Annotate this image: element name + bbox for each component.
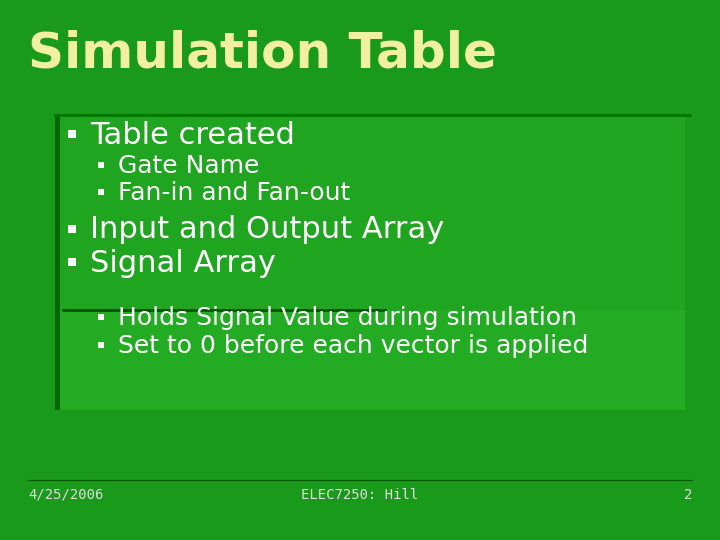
Text: Signal Array: Signal Array xyxy=(90,248,276,278)
Bar xyxy=(98,189,104,195)
Bar xyxy=(98,342,104,348)
Bar xyxy=(55,310,685,410)
Text: Simulation Table: Simulation Table xyxy=(28,30,497,78)
Bar xyxy=(55,115,60,410)
Bar xyxy=(98,162,104,168)
Bar xyxy=(98,314,104,320)
Bar xyxy=(68,130,76,138)
Text: 4/25/2006: 4/25/2006 xyxy=(28,488,104,502)
Bar xyxy=(55,115,685,410)
Text: Fan-in and Fan-out: Fan-in and Fan-out xyxy=(118,181,350,205)
Text: 2: 2 xyxy=(683,488,692,502)
Text: Input and Output Array: Input and Output Array xyxy=(90,215,444,245)
Text: Gate Name: Gate Name xyxy=(118,154,259,178)
Bar xyxy=(68,258,76,266)
Text: Set to 0 before each vector is applied: Set to 0 before each vector is applied xyxy=(118,334,588,358)
Text: Table created: Table created xyxy=(90,120,295,150)
Text: ELEC7250: Hill: ELEC7250: Hill xyxy=(302,488,418,502)
Bar xyxy=(68,225,76,233)
Text: Holds Signal Value during simulation: Holds Signal Value during simulation xyxy=(118,306,577,330)
